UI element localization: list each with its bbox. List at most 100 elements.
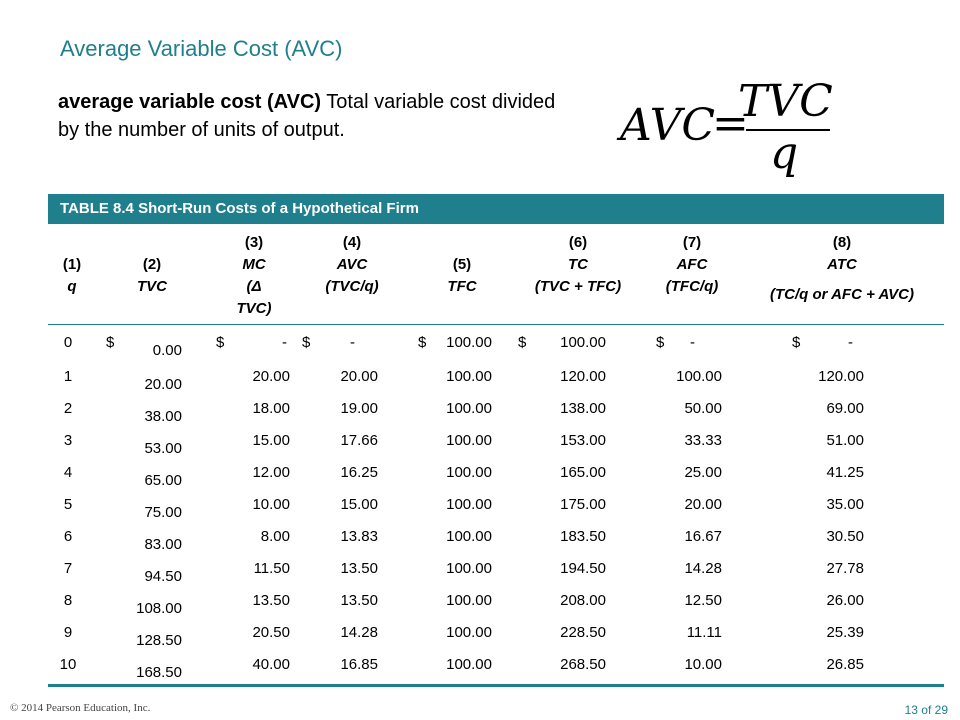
column-header-sub2: TVC) — [236, 300, 272, 317]
table-cell: 268.50 — [560, 656, 606, 673]
table-cell: 100.00 — [446, 432, 492, 449]
column-header-sub1: (TC/q or AFC + AVC) — [769, 286, 915, 303]
table-cell: 138.00 — [560, 400, 606, 417]
column-header-name: ATC — [827, 256, 857, 273]
table-cell: 26.00 — [826, 592, 864, 609]
table-cell: 16.25 — [340, 464, 378, 481]
table-cell: 0.00 — [152, 342, 182, 359]
table-cell: 53.00 — [144, 440, 182, 457]
table-cell: 13.50 — [252, 592, 290, 609]
table-cell: 175.00 — [560, 496, 606, 513]
table-cell: 20.00 — [252, 368, 290, 385]
table-cell: 33.33 — [684, 432, 722, 449]
column-header-num: (2) — [142, 256, 162, 273]
table-cell: 26.85 — [826, 656, 864, 673]
table-cell: 27.78 — [826, 560, 864, 577]
fraction-bar — [746, 129, 830, 131]
table-cell: - — [282, 334, 287, 351]
table-cell: 168.50 — [136, 664, 182, 681]
column-header-num: (3) — [244, 234, 264, 251]
table-cell: 100.00 — [446, 464, 492, 481]
page-number: 13 of 29 — [905, 703, 948, 717]
row-q: 5 — [63, 496, 73, 513]
formula-numerator: TVC — [738, 76, 833, 127]
column-header-6: (6) TC (TVC + TFC) — [508, 232, 648, 298]
table-cell: 13.50 — [340, 560, 378, 577]
definition-block: average variable cost (AVC) Total variab… — [58, 88, 578, 144]
formula-lhs: AVC — [620, 100, 716, 151]
column-header-num: (6) — [568, 234, 588, 251]
column-header-sub1: (TFC/q) — [665, 278, 719, 295]
table-cell: 20.00 — [144, 376, 182, 393]
slide-title: Average Variable Cost (AVC) — [60, 36, 343, 61]
column-header-name: TVC — [137, 278, 167, 295]
table-bottom-rule — [48, 684, 944, 687]
column-header-4: (4) AVC (TVC/q) — [302, 232, 402, 298]
table-cell: 65.00 — [144, 472, 182, 489]
table-cell: 120.00 — [818, 368, 864, 385]
column-header-num: (7) — [682, 234, 702, 251]
table-cell: 19.00 — [340, 400, 378, 417]
table-cell: 94.50 — [144, 568, 182, 585]
table-cell: - — [350, 334, 355, 351]
currency-sign: $ — [216, 334, 225, 351]
table-cell: 12.00 — [252, 464, 290, 481]
column-header-num: (5) — [452, 256, 472, 273]
table-title: TABLE 8.4 Short-Run Costs of a Hypotheti… — [48, 194, 944, 224]
column-header-num: (1) — [62, 256, 82, 273]
column-header-2: (2) TVC — [112, 254, 192, 298]
copyright: © 2014 Pearson Education, Inc. — [10, 702, 151, 714]
row-q: 3 — [63, 432, 73, 449]
table-cell: 100.00 — [560, 334, 606, 351]
table-cell: 35.00 — [826, 496, 864, 513]
row-q: 4 — [63, 464, 73, 481]
page-total: 29 — [934, 703, 948, 717]
table-cell: - — [848, 334, 853, 351]
currency-sign: $ — [106, 334, 115, 351]
column-header-5: (5) TFC — [422, 254, 502, 298]
column-header-1: (1) q — [42, 254, 102, 298]
column-header-name: TFC — [447, 278, 477, 295]
table-cell: 100.00 — [446, 528, 492, 545]
table-cell: 11.11 — [686, 624, 722, 641]
table-cell: 100.00 — [446, 560, 492, 577]
table-cell: 14.28 — [340, 624, 378, 641]
table-cell: 100.00 — [676, 368, 722, 385]
table-cell: 8.00 — [260, 528, 290, 545]
table-cell: 13.50 — [340, 592, 378, 609]
row-q: 6 — [63, 528, 73, 545]
table-cell: 100.00 — [446, 592, 492, 609]
currency-sign: $ — [302, 334, 311, 351]
table-cell: 11.50 — [253, 560, 290, 577]
currency-sign: $ — [656, 334, 665, 351]
table-cell: 16.85 — [340, 656, 378, 673]
table-cell: 20.00 — [340, 368, 378, 385]
table-cell: 25.00 — [684, 464, 722, 481]
page-current: 13 — [904, 703, 918, 717]
table-cell: 38.00 — [144, 408, 182, 425]
currency-sign: $ — [518, 334, 527, 351]
table-cell: 100.00 — [446, 656, 492, 673]
table-cell: 75.00 — [144, 504, 182, 521]
column-header-num: (4) — [342, 234, 362, 251]
page-of: of — [921, 703, 932, 717]
table-cell: 100.00 — [446, 496, 492, 513]
table-cell: 41.25 — [826, 464, 864, 481]
table-cell: 194.50 — [560, 560, 606, 577]
table-cell: 20.00 — [684, 496, 722, 513]
table-cell: 153.00 — [560, 432, 606, 449]
table-cell: 30.50 — [826, 528, 864, 545]
definition-term: average variable cost (AVC) — [58, 91, 322, 113]
table-cell: 50.00 — [684, 400, 722, 417]
row-q: 7 — [63, 560, 73, 577]
column-header-name: AVC — [336, 256, 368, 273]
table-cell: 83.00 — [144, 536, 182, 553]
table-cell: 15.00 — [340, 496, 378, 513]
table-cell: 100.00 — [446, 368, 492, 385]
row-q: 10 — [59, 656, 77, 673]
column-header-name: q — [67, 278, 77, 295]
row-q: 0 — [63, 334, 73, 351]
column-header-sub1: (Δ — [246, 278, 262, 295]
formula-denominator: q — [770, 128, 799, 179]
table-cell: 108.00 — [136, 600, 182, 617]
